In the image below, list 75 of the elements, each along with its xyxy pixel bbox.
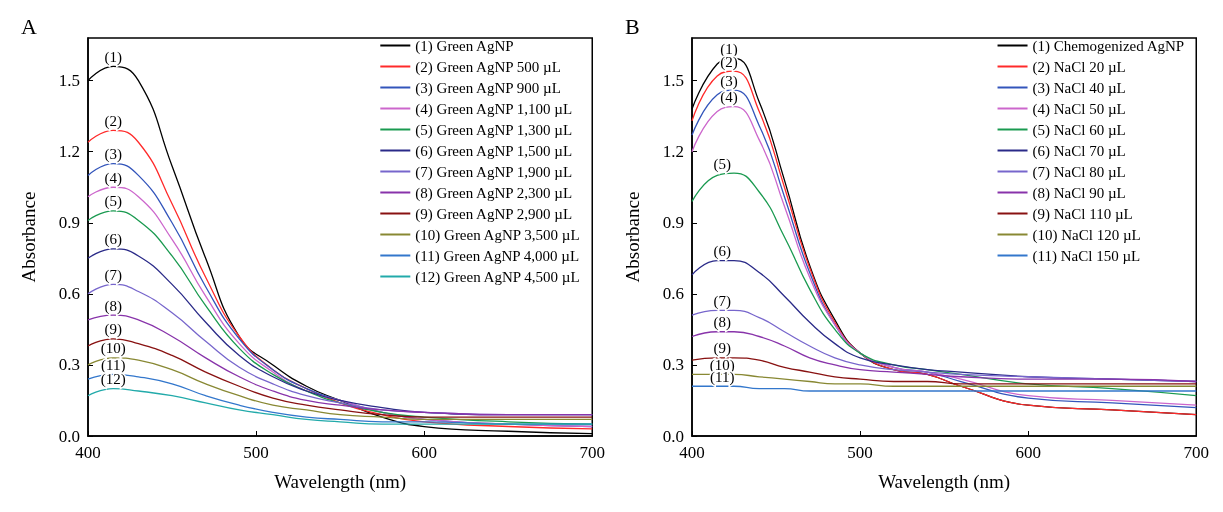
x-axis-title: Wavelength (nm) xyxy=(878,471,1011,493)
legend-label: (2) Green AgNP 500 µL xyxy=(415,58,561,76)
legend-label: (5) NaCl 60 µL xyxy=(1032,121,1126,139)
x-tick-label: 400 xyxy=(679,443,705,462)
x-tick-label: 500 xyxy=(243,443,269,462)
chart-title: B xyxy=(625,13,640,39)
x-tick-label: 600 xyxy=(411,443,437,462)
legend-label: (5) Green AgNP 1,300 µL xyxy=(415,121,573,139)
line-series xyxy=(691,357,1197,385)
annotation: (8) xyxy=(104,297,122,315)
y-tick-label: 0.6 xyxy=(662,284,684,304)
annotation: (5) xyxy=(713,155,732,173)
legend-label: (9) NaCl 110 µL xyxy=(1032,205,1133,223)
annotation: (4) xyxy=(720,89,738,107)
annotation: (9) xyxy=(104,321,122,339)
legend-label: (2) NaCl 20 µL xyxy=(1032,58,1126,76)
legend-label: (6) Green AgNP 1,500 µL xyxy=(415,142,573,160)
chart-title: A xyxy=(21,13,37,39)
y-tick-label: 1.5 xyxy=(58,71,80,91)
annotation: (6) xyxy=(713,243,732,261)
legend-label: (1) Green AgNP xyxy=(415,37,514,55)
annotation: (7) xyxy=(713,292,732,310)
legend-label: (10) NaCl 120 µL xyxy=(1032,226,1141,244)
y-tick-label: 0.9 xyxy=(58,213,80,233)
legend-label: (4) Green AgNP 1,100 µL xyxy=(415,100,573,118)
line-series xyxy=(87,357,593,421)
y-tick-label: 1.2 xyxy=(662,142,684,162)
annotation: (12) xyxy=(100,371,126,389)
x-tick-label: 400 xyxy=(75,443,101,462)
annotation: (6) xyxy=(104,231,122,249)
y-axis-title: Absorbance xyxy=(18,191,39,283)
line-series xyxy=(87,338,593,418)
annotation: (9) xyxy=(713,340,732,358)
legend-label: (1) Chemogenized AgNP xyxy=(1032,37,1185,55)
legend-label: (4) NaCl 50 µL xyxy=(1032,100,1126,118)
annotation: (4) xyxy=(104,169,122,187)
legend-label: (11) Green AgNP 4,000 µL xyxy=(415,247,580,265)
y-tick-label: 1.5 xyxy=(662,71,684,91)
y-axis-title: Absorbance xyxy=(622,191,643,283)
legend-label: (9) Green AgNP 2,900 µL xyxy=(415,205,573,223)
legend-label: (11) NaCl 150 µL xyxy=(1032,247,1141,265)
annotation: (3) xyxy=(104,146,122,164)
legend-label: (12) Green AgNP 4,500 µL xyxy=(415,268,580,286)
annotation: (8) xyxy=(713,314,732,332)
y-tick-label: 0.9 xyxy=(662,213,684,233)
annotation: (1) xyxy=(104,48,122,66)
y-tick-label: 0.6 xyxy=(58,284,80,304)
annotation: (7) xyxy=(104,266,122,284)
annotation: (3) xyxy=(720,72,738,90)
y-tick-label: 0.3 xyxy=(662,355,684,375)
x-tick-label: 500 xyxy=(847,443,873,462)
line-series xyxy=(87,314,593,416)
legend-label: (8) NaCl 90 µL xyxy=(1032,184,1126,202)
x-tick-label: 700 xyxy=(1183,443,1209,462)
annotation: (5) xyxy=(104,193,122,211)
legend-label: (10) Green AgNP 3,500 µL xyxy=(415,226,580,244)
line-series xyxy=(87,387,593,425)
x-tick-label: 600 xyxy=(1015,443,1041,462)
legend-label: (7) Green AgNP 1,900 µL xyxy=(415,163,573,181)
line-series xyxy=(691,331,1197,383)
legend-label: (8) Green AgNP 2,300 µL xyxy=(415,184,573,202)
legend-label: (7) NaCl 80 µL xyxy=(1032,163,1126,181)
x-axis-title: Wavelength (nm) xyxy=(274,471,407,493)
y-tick-label: 0.3 xyxy=(58,355,80,375)
legend-label: (6) NaCl 70 µL xyxy=(1032,142,1126,160)
legend-label: (3) NaCl 40 µL xyxy=(1032,79,1126,97)
legend-label: (3) Green AgNP 900 µL xyxy=(415,79,561,97)
y-tick-label: 0.0 xyxy=(662,426,684,446)
line-series xyxy=(691,373,1197,387)
annotation: (2) xyxy=(104,112,122,130)
y-tick-label: 0.0 xyxy=(58,426,80,446)
annotation: (10) xyxy=(100,340,126,358)
x-tick-label: 700 xyxy=(579,443,605,462)
y-tick-label: 1.2 xyxy=(58,142,80,162)
annotation: (11) xyxy=(100,356,126,374)
